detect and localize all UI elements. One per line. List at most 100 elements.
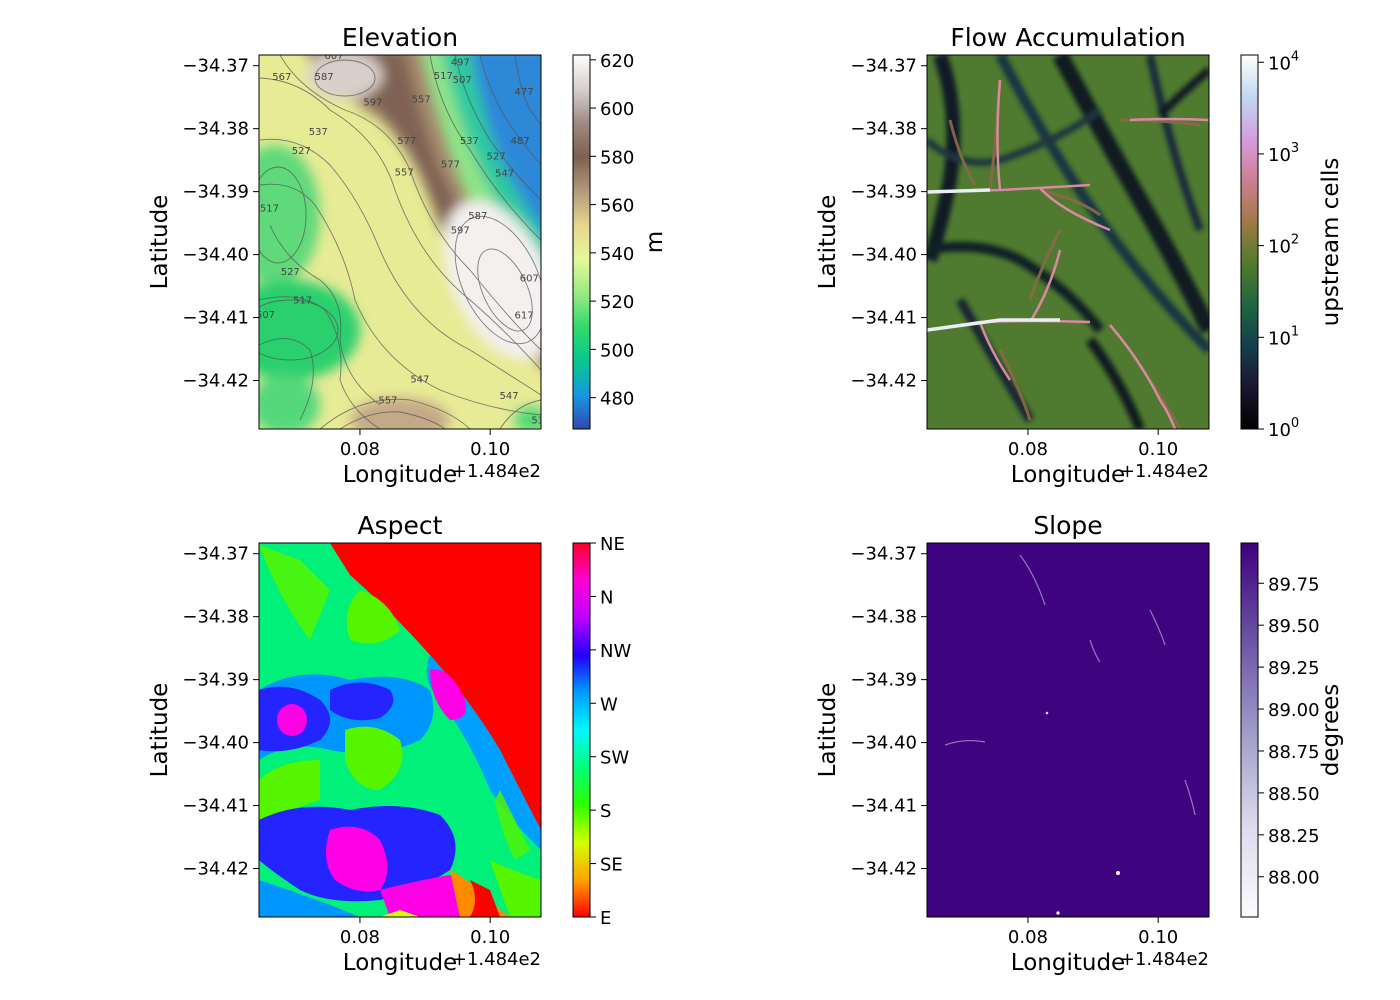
slope-ytick-label: −34.37 xyxy=(850,544,917,565)
contour-label: 547 xyxy=(495,169,514,180)
aspect-ytick-label: −34.40 xyxy=(182,733,249,754)
flow-ylabel: Latitude xyxy=(815,195,841,290)
elevation-panel: 607 567 587 517 497 507 477 597 557 537 577 537 487 5… xyxy=(147,23,544,488)
elevation-cbar-tick-label: 560 xyxy=(600,196,634,217)
contour-label: 607 xyxy=(520,273,539,284)
aspect-cbar-tick-label: NE xyxy=(600,534,625,555)
slope-ylabel: Latitude xyxy=(815,683,841,778)
contour-label: 577 xyxy=(397,136,416,147)
aspect-xlabel: Longitude xyxy=(343,950,457,976)
contour-label: 557 xyxy=(412,94,431,105)
elevation-cbar-tick-label: 580 xyxy=(600,147,634,168)
aspect-cbar-tick-label: W xyxy=(600,694,618,715)
contour-label: 547 xyxy=(410,375,429,386)
flow-panel: Flow Accumulation 0.08 0.10 −34.37 −34.38 −34… xyxy=(815,23,1210,488)
slope-cbar-tick-label: 88.00 xyxy=(1268,868,1320,889)
slope-ytick-label: −34.39 xyxy=(850,670,917,691)
contour-label: 537 xyxy=(460,136,479,147)
elevation-xlabel: Longitude xyxy=(343,462,457,488)
flow-cbar-tick-label: 100 xyxy=(1268,416,1299,441)
flow-axes-frame xyxy=(926,54,1210,430)
contour-label: 607 xyxy=(324,51,343,62)
aspect-xtick-label: 0.08 xyxy=(340,927,380,948)
slope-spot xyxy=(1116,871,1120,875)
elevation-x-offset: +1.484e2 xyxy=(452,461,541,482)
aspect-ytick-label: −34.38 xyxy=(182,607,249,628)
contour-label: 507 xyxy=(453,75,472,86)
aspect-ytick-label: −34.39 xyxy=(182,670,249,691)
contour-label: 53 xyxy=(531,416,544,427)
contour-label: 587 xyxy=(468,211,487,222)
aspect-cbar-tick-label: NW xyxy=(600,641,631,662)
elevation-cbar-tick-label: 500 xyxy=(600,340,634,361)
aspect-image xyxy=(259,543,541,917)
elevation-ytick-label: −34.39 xyxy=(182,182,249,203)
contour-label: 497 xyxy=(451,57,470,68)
elevation-ytick-label: −34.37 xyxy=(182,56,249,77)
elevation-cbar-tick-label: 600 xyxy=(600,99,634,120)
elevation-title: Elevation xyxy=(342,23,458,52)
contour-label: 577 xyxy=(441,159,460,170)
aspect-cbar-tick-label: N xyxy=(600,587,613,608)
elevation-ytick-label: −34.38 xyxy=(182,119,249,140)
contour-label: 517 xyxy=(260,203,279,214)
slope-colorbar-label: degrees xyxy=(1318,684,1344,777)
slope-xtick-label: 0.10 xyxy=(1138,927,1178,948)
aspect-cbar-tick-label: S xyxy=(600,801,611,822)
flow-cbar-tick-label: 103 xyxy=(1268,141,1299,166)
flow-ytick-label: −34.39 xyxy=(850,182,917,203)
slope-ytick-label: −34.42 xyxy=(850,859,917,880)
flow-xtick-label: 0.08 xyxy=(1008,439,1048,460)
slope-ytick-label: −34.40 xyxy=(850,733,917,754)
contour-label: 507 xyxy=(256,310,275,321)
contour-label: 597 xyxy=(363,98,382,109)
slope-cbar-tick-label: 88.50 xyxy=(1268,784,1320,805)
aspect-x-offset: +1.484e2 xyxy=(452,949,541,970)
flow-ytick-label: −34.41 xyxy=(850,308,917,329)
aspect-xtick-label: 0.10 xyxy=(470,927,510,948)
elevation-colorbar: 480 500 520 540 560 580 600 620 m xyxy=(572,51,668,430)
slope-image xyxy=(927,543,1209,917)
aspect-ylabel: Latitude xyxy=(147,683,173,778)
slope-ytick-label: −34.41 xyxy=(850,796,917,817)
slope-cbar-tick-label: 89.25 xyxy=(1268,658,1320,679)
elevation-axes-frame xyxy=(258,54,542,430)
contour-label: 487 xyxy=(511,136,530,147)
slope-cbar-tick-label: 88.25 xyxy=(1268,826,1320,847)
flow-image xyxy=(927,55,1209,429)
elevation-image: 607 567 587 517 497 507 477 597 557 537 577 537 487 5… xyxy=(256,51,544,429)
contour-label: 477 xyxy=(515,87,534,98)
elevation-ytick-label: −34.40 xyxy=(182,245,249,266)
contour-label: 597 xyxy=(451,225,470,236)
contour-label: 617 xyxy=(515,310,534,321)
slope-cbar-tick-label: 89.75 xyxy=(1268,574,1320,595)
contour-label: 567 xyxy=(272,72,291,83)
elevation-xtick-label: 0.08 xyxy=(340,439,380,460)
flow-colorbar: 100 101 102 103 104 upstream cells xyxy=(1240,49,1344,441)
flow-cbar-tick-label: 101 xyxy=(1268,324,1299,349)
elevation-cbar-tick-label: 620 xyxy=(600,51,634,72)
flow-cbar-tick-label: 102 xyxy=(1268,233,1299,258)
elevation-cbar-tick-label: 540 xyxy=(600,244,634,265)
aspect-ytick-label: −34.37 xyxy=(182,544,249,565)
contour-label: 517 xyxy=(293,295,312,306)
slope-x-offset: +1.484e2 xyxy=(1120,949,1209,970)
aspect-panel: Aspect 0.08 0.10 −34.37 −34.38 −34.39 −34.40 −3… xyxy=(147,511,542,976)
elevation-ytick-label: −34.41 xyxy=(182,308,249,329)
elevation-contours xyxy=(259,55,541,429)
contour-label: 547 xyxy=(500,391,519,402)
slope-cbar-tick-label: 89.00 xyxy=(1268,700,1320,721)
aspect-colorbar-gradient xyxy=(572,542,591,918)
contour-labels: 607 567 587 517 497 507 477 597 557 537 577 537 487 5… xyxy=(256,51,544,427)
flow-xtick-label: 0.10 xyxy=(1138,439,1178,460)
aspect-ytick-label: −34.41 xyxy=(182,796,249,817)
contour-label: 527 xyxy=(292,146,311,157)
contour-label: 557 xyxy=(378,395,397,406)
flow-ytick-label: −34.38 xyxy=(850,119,917,140)
elevation-colorbar-label: m xyxy=(642,231,668,253)
contour-label: 517 xyxy=(434,71,453,82)
flow-title: Flow Accumulation xyxy=(950,23,1185,52)
contour-label: 527 xyxy=(487,152,506,163)
aspect-cbar-tick-label: SE xyxy=(600,855,623,876)
flow-x-offset: +1.484e2 xyxy=(1120,461,1209,482)
